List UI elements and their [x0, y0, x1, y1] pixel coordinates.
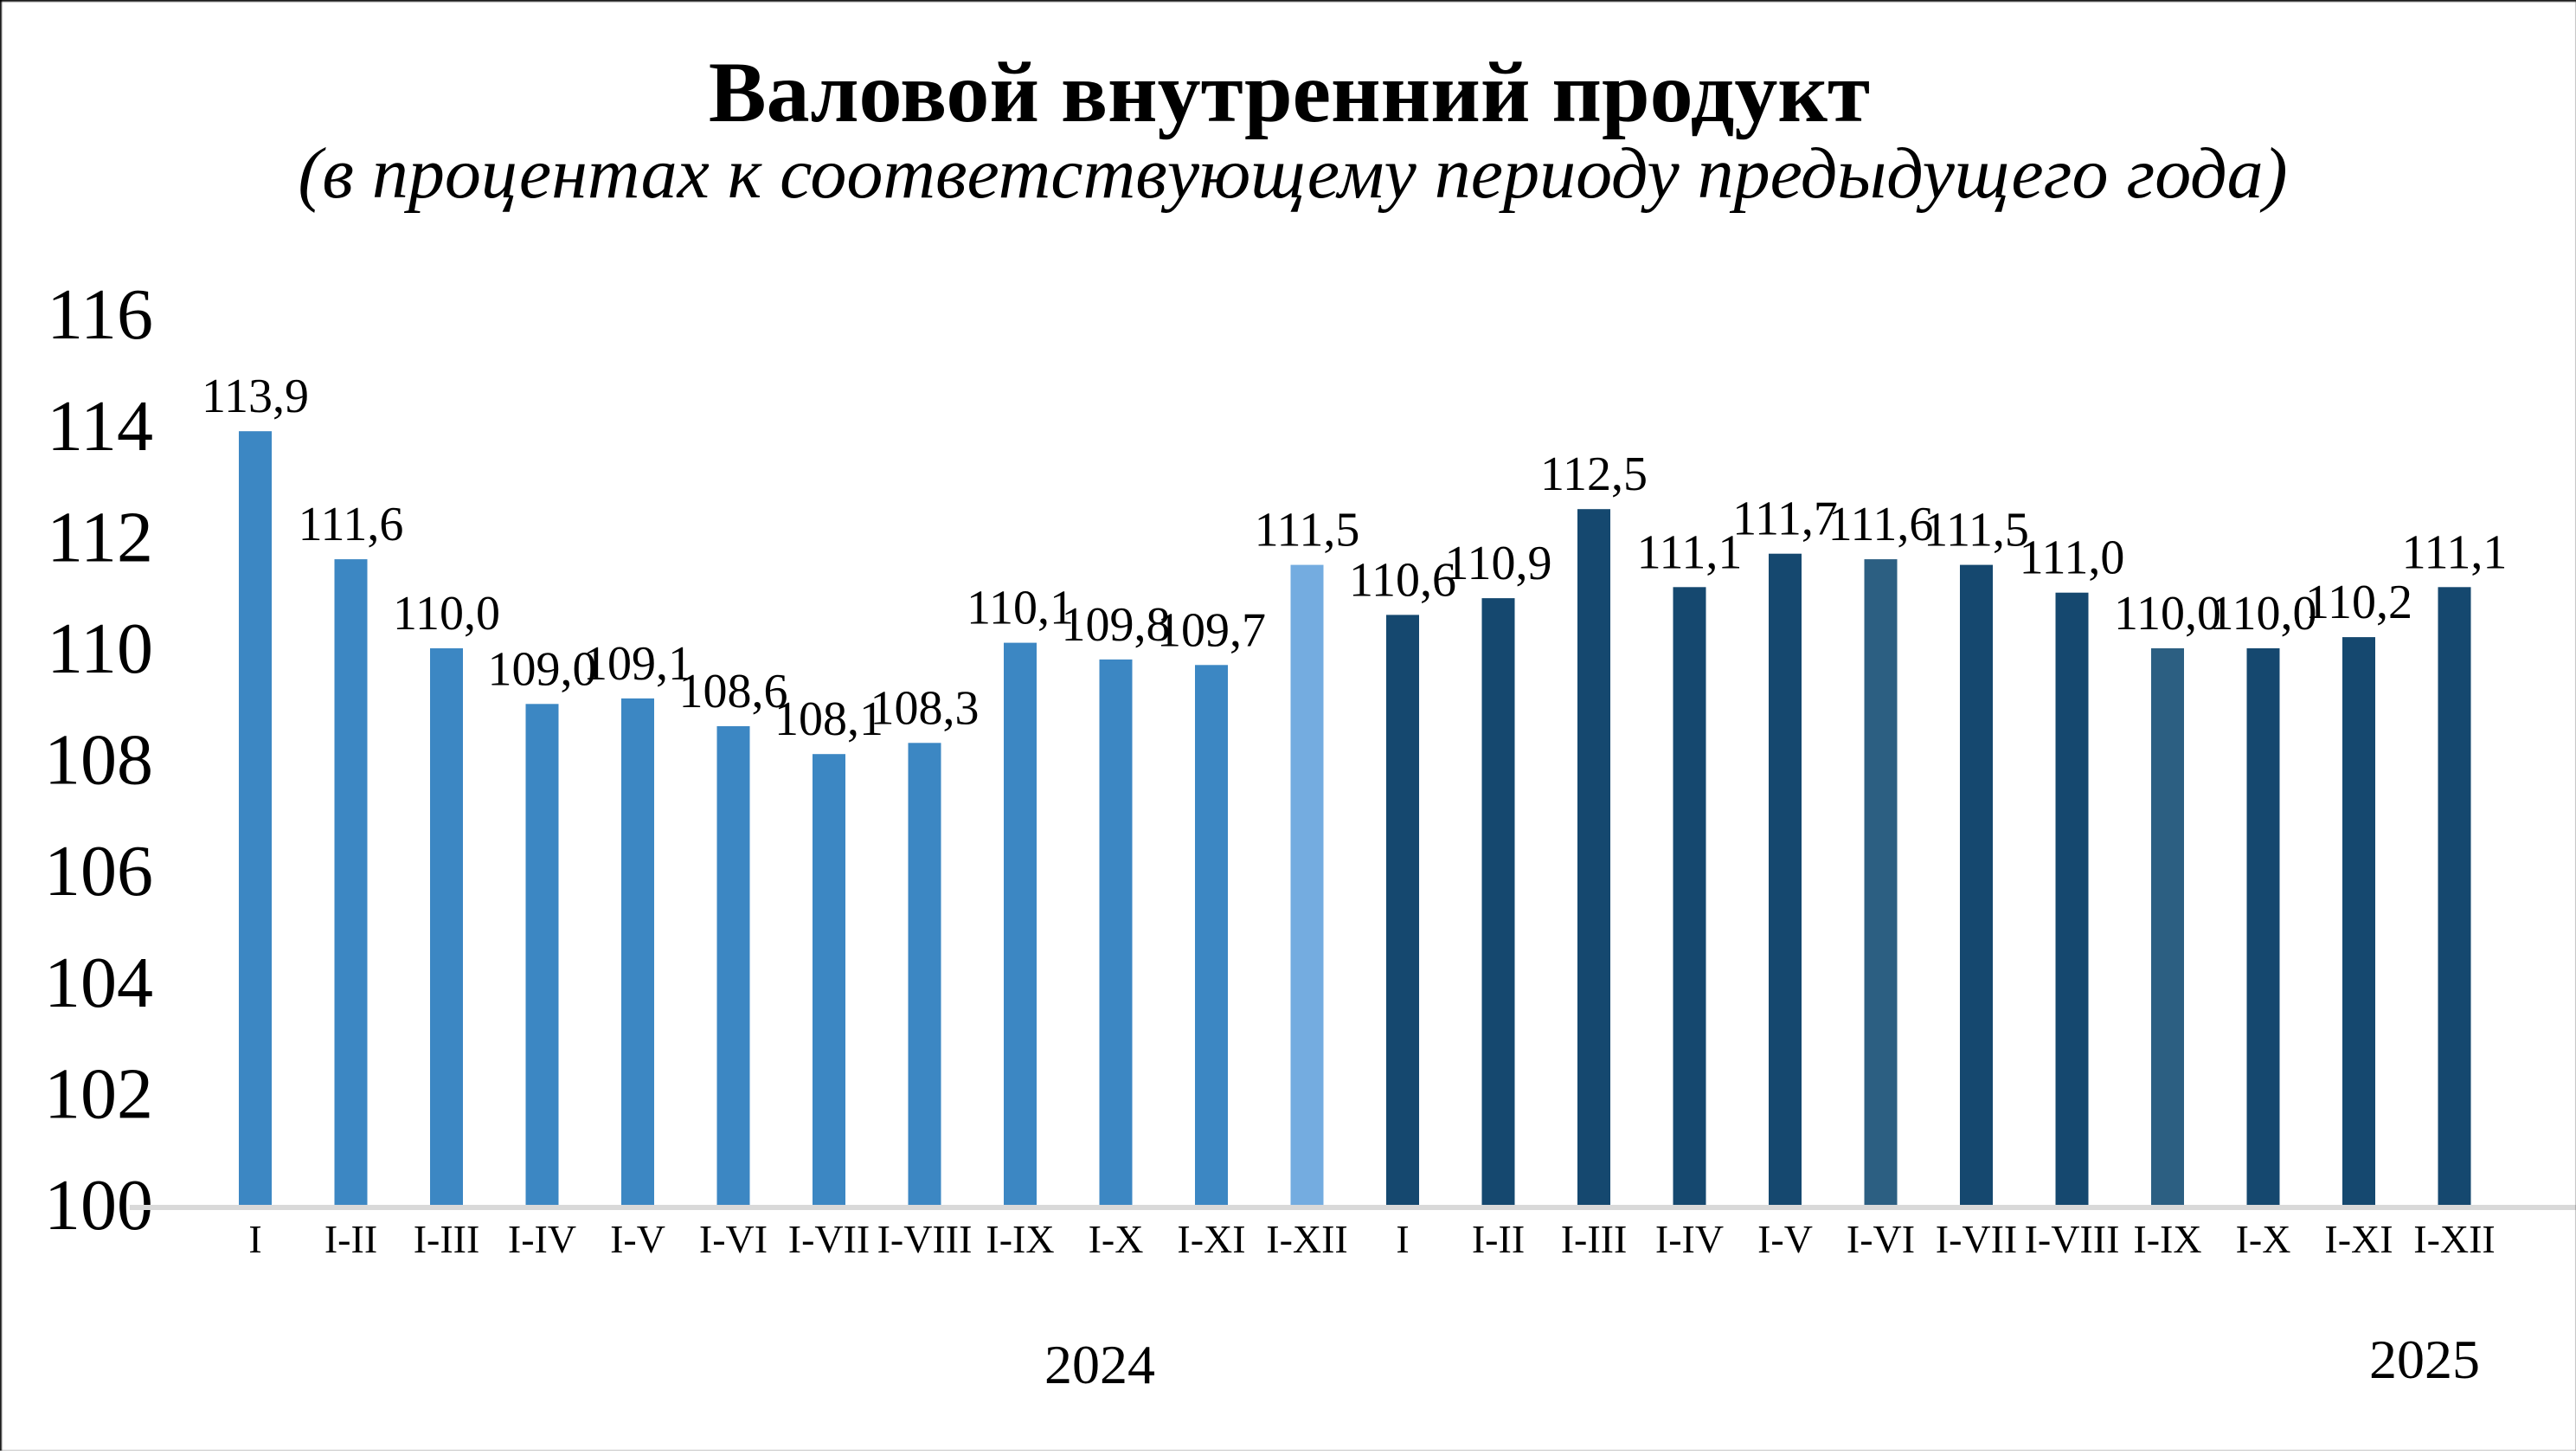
- svg-text:I: I: [248, 1217, 261, 1261]
- svg-text:2025: 2025: [2369, 1329, 2480, 1390]
- svg-text:I-IV: I-IV: [508, 1217, 576, 1261]
- svg-text:110,1: 110,1: [967, 582, 1074, 635]
- svg-text:2024: 2024: [1044, 1334, 1155, 1395]
- svg-text:I-II: I-II: [1472, 1217, 1525, 1261]
- svg-text:I-V: I-V: [610, 1217, 665, 1261]
- svg-text:111,6: 111,6: [1828, 498, 1934, 551]
- svg-text:116: 116: [47, 274, 153, 355]
- svg-text:110,0: 110,0: [2210, 587, 2317, 641]
- svg-text:I-VIII: I-VIII: [2025, 1217, 2120, 1261]
- svg-text:111,1: 111,1: [1637, 525, 1743, 579]
- svg-text:I-IX: I-IX: [986, 1217, 1054, 1261]
- svg-text:110,6: 110,6: [1349, 553, 1456, 607]
- svg-text:I-X: I-X: [1089, 1217, 1144, 1261]
- svg-text:I-IX: I-IX: [2133, 1217, 2201, 1261]
- svg-text:109,7: 109,7: [1157, 603, 1266, 657]
- svg-text:I-II: I-II: [324, 1217, 377, 1261]
- svg-text:104: 104: [44, 943, 153, 1023]
- svg-text:I-VI: I-VI: [1847, 1217, 1915, 1261]
- svg-text:111,5: 111,5: [1255, 504, 1360, 557]
- svg-text:110,2: 110,2: [2305, 576, 2412, 629]
- svg-text:I: I: [1396, 1217, 1409, 1261]
- svg-text:I-VIII: I-VIII: [877, 1217, 973, 1261]
- svg-text:I-X: I-X: [2236, 1217, 2291, 1261]
- svg-text:I-XII: I-XII: [2413, 1217, 2496, 1261]
- svg-text:110,0: 110,0: [2114, 587, 2221, 641]
- svg-text:110: 110: [47, 608, 153, 689]
- svg-text:102: 102: [44, 1053, 153, 1134]
- svg-text:109,8: 109,8: [1062, 598, 1171, 652]
- svg-text:Валовой внутренний продукт: Валовой внутренний продукт: [709, 44, 1870, 140]
- svg-text:108,3: 108,3: [870, 681, 980, 735]
- svg-text:110,0: 110,0: [393, 587, 500, 641]
- svg-text:I-XI: I-XI: [1177, 1217, 1245, 1261]
- svg-text:I-III: I-III: [1561, 1217, 1628, 1261]
- svg-text:111,6: 111,6: [299, 498, 404, 551]
- svg-text:109,1: 109,1: [583, 637, 692, 691]
- svg-text:109,0: 109,0: [488, 642, 597, 696]
- svg-text:111,0: 111,0: [2020, 531, 2125, 585]
- svg-text:111,1: 111,1: [2402, 525, 2508, 579]
- svg-text:111,7: 111,7: [1732, 493, 1838, 546]
- svg-text:I-VII: I-VII: [1936, 1217, 2018, 1261]
- svg-text:I-IV: I-IV: [1655, 1217, 1724, 1261]
- svg-text:I-XI: I-XI: [2324, 1217, 2393, 1261]
- svg-text:I-III: I-III: [414, 1217, 480, 1261]
- svg-text:I-XII: I-XII: [1266, 1217, 1348, 1261]
- svg-text:(в процентах к соответствующем: (в процентах к соответствующему периоду …: [298, 133, 2287, 214]
- svg-text:108,6: 108,6: [679, 665, 788, 718]
- svg-text:108,1: 108,1: [774, 692, 883, 746]
- svg-text:106: 106: [44, 831, 153, 911]
- svg-text:111,5: 111,5: [1924, 504, 2029, 557]
- svg-text:I-V: I-V: [1757, 1217, 1813, 1261]
- svg-text:112,5: 112,5: [1540, 447, 1648, 501]
- svg-text:110,9: 110,9: [1445, 537, 1552, 590]
- svg-text:114: 114: [47, 386, 153, 467]
- svg-text:112: 112: [47, 497, 153, 577]
- svg-text:I-VII: I-VII: [788, 1217, 870, 1261]
- svg-text:113,9: 113,9: [202, 370, 309, 423]
- svg-text:108: 108: [44, 720, 153, 801]
- svg-text:I-VI: I-VI: [699, 1217, 768, 1261]
